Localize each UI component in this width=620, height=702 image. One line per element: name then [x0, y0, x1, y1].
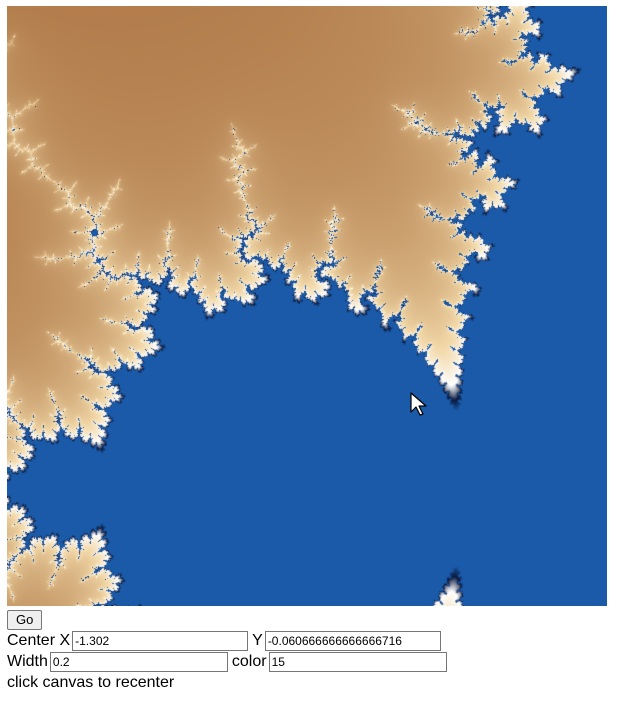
width-color-row: Width color [7, 651, 607, 672]
controls-panel: Go Center X Y Width color click canvas t… [7, 609, 607, 693]
center-y-input[interactable] [264, 630, 441, 651]
center-row: Center X Y [7, 630, 607, 651]
width-label: Width [7, 652, 48, 670]
mandelbrot-canvas[interactable] [7, 6, 607, 606]
fractal-canvas-area[interactable] [7, 6, 607, 606]
go-button[interactable]: Go [7, 609, 43, 630]
color-label: color [231, 652, 267, 670]
hint-row: click canvas to recenter [7, 672, 607, 693]
go-row: Go [7, 609, 607, 630]
center-y-label: Y [252, 631, 263, 649]
center-x-input[interactable] [72, 630, 249, 651]
center-x-label: Center X [7, 631, 71, 649]
width-input[interactable] [49, 651, 228, 672]
color-input[interactable] [268, 651, 447, 672]
recenter-hint: click canvas to recenter [7, 673, 175, 691]
